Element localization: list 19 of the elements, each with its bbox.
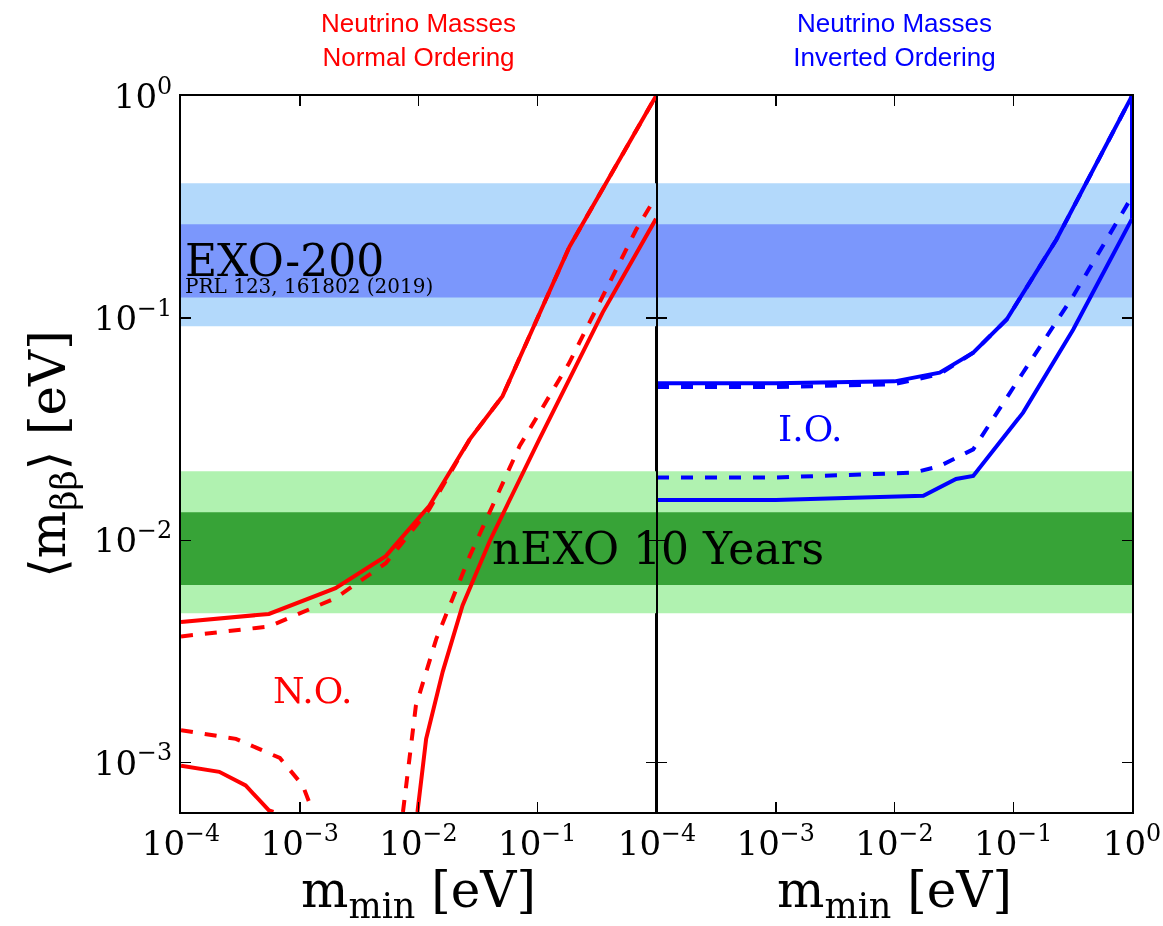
x-tick-label: 10$^{−2}$	[379, 818, 458, 863]
x-tick-label: 10$^{−3}$	[736, 818, 815, 863]
y-tick-label: 10$^{−3}$	[93, 738, 173, 783]
annotation: I.O.	[778, 408, 843, 449]
x-axis-title: m$_{min}$ [eV]	[301, 861, 536, 926]
annotation: N.O.	[273, 670, 353, 711]
x-tick-label: 10$^{−1}$	[498, 818, 577, 863]
x-tick-label: 10$^{0}$	[1102, 818, 1162, 863]
x-axis-title: m$_{min}$ [eV]	[777, 861, 1012, 926]
chart-title: Neutrino Masses Inverted Ordering	[793, 8, 996, 73]
y-tick-label: 10$^{−2}$	[93, 516, 173, 561]
x-tick-label: 10$^{−2}$	[855, 818, 934, 863]
y-tick-label: 10$^{0}$	[113, 71, 173, 116]
chart-title: Neutrino Masses Normal Ordering	[320, 8, 517, 73]
y-tick-label: 10$^{−1}$	[93, 293, 173, 339]
x-tick-label: 10$^{−1}$	[974, 818, 1053, 863]
x-tick-label: 10$^{−4}$	[617, 818, 697, 863]
x-tick-label: 10$^{−3}$	[260, 818, 339, 863]
x-tick-label: 10$^{−4}$	[141, 818, 221, 863]
